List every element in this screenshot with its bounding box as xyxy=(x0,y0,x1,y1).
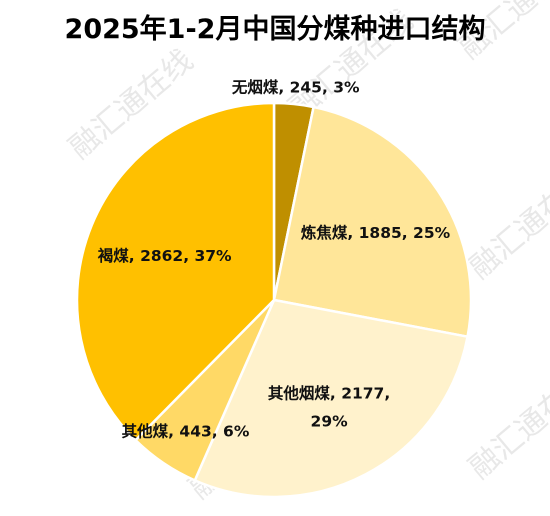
slice-label-line: 其他烟煤, 2177, xyxy=(268,384,390,403)
slice-labels: 无烟煤, 245, 3% 炼焦煤, 1885, 25% 其他烟煤, 2177, 29%… xyxy=(97,77,451,440)
pie-slices xyxy=(75,101,473,499)
watermark-text: 融汇通在线 xyxy=(463,163,550,286)
slice-label-line: 其他煤, 443, 6% xyxy=(122,421,250,440)
slice-label: 其他烟煤, 2177, 29% xyxy=(268,384,390,431)
slice-label: 炼焦煤, 1885, 25% xyxy=(301,223,451,242)
slice-label-line: 29% xyxy=(311,413,349,431)
watermark-text: 融汇通在线 xyxy=(463,363,550,486)
slice-label-line: 无烟煤, 245, 3% xyxy=(231,77,360,96)
slice-label-line: 褐煤, 2862, 37% xyxy=(97,246,232,265)
slice-label: 其他煤, 443, 6% xyxy=(122,421,250,440)
pie-slice xyxy=(75,101,276,442)
slice-label-line: 炼焦煤, 1885, 25% xyxy=(301,223,451,242)
pie-slice xyxy=(193,298,470,499)
slice-label: 褐煤, 2862, 37% xyxy=(97,246,232,265)
slice-label: 无烟煤, 245, 3% xyxy=(231,77,360,96)
pie-slice xyxy=(272,105,473,339)
chart-title: 2025年1-2月中国分煤种进口结构 xyxy=(65,13,486,45)
